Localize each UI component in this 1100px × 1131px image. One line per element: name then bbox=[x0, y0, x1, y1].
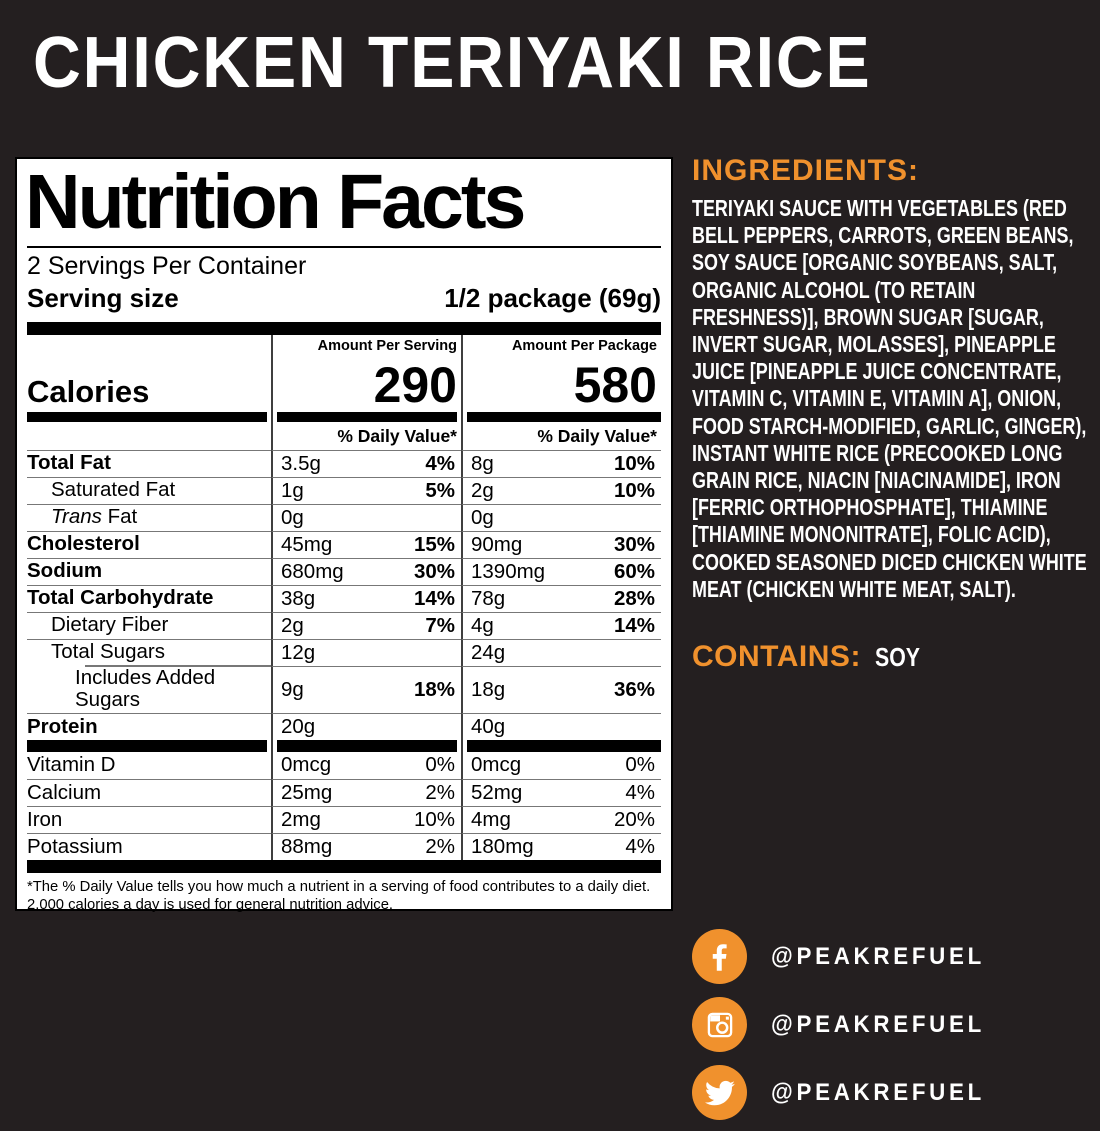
calories-per-package: 580 bbox=[461, 355, 661, 412]
instagram-handle[interactable]: @PEAKREFUEL bbox=[771, 1010, 985, 1038]
social-row-instagram[interactable]: @PEAKREFUEL bbox=[692, 997, 1001, 1052]
facebook-handle[interactable]: @PEAKREFUEL bbox=[771, 942, 985, 970]
ingredients-heading: INGREDIENTS: bbox=[692, 154, 920, 187]
servings-per-container: 2 Servings Per Container bbox=[27, 252, 307, 281]
social-row-facebook[interactable]: @PEAKREFUEL bbox=[692, 929, 1001, 984]
contains-section: CONTAINS: SOY bbox=[692, 640, 930, 674]
vitamin-row-potassium: Potassium 88mg 2% 180mg 4% bbox=[27, 832, 661, 860]
protein-underline-bars bbox=[27, 739, 661, 752]
serving-size-row: Serving size 1/2 package (69g) bbox=[27, 283, 661, 314]
nutrient-row-saturated-fat: Saturated Fat 1g 5% 2g 10% bbox=[27, 476, 661, 504]
vitamin-row-iron: Iron 2mg 10% 4mg 20% bbox=[27, 805, 661, 833]
ingredients-text: TERIYAKI SAUCE WITH VEGETABLES (RED BELL… bbox=[692, 195, 1087, 602]
social-links: @PEAKREFUEL @PEAKREFUEL @PEAKREFUEL bbox=[692, 929, 1001, 1131]
amount-per-package-header: Amount Per Package bbox=[461, 335, 661, 356]
social-row-twitter[interactable]: @PEAKREFUEL bbox=[692, 1065, 1001, 1120]
nutrition-facts-panel: Nutrition Facts 2 Servings Per Container… bbox=[15, 157, 673, 913]
nutrient-row-total-fat: Total Fat 3.5g 4% 8g 10% bbox=[27, 449, 661, 477]
daily-value-header-row: % Daily Value* % Daily Value* bbox=[27, 421, 661, 450]
facebook-icon[interactable] bbox=[692, 929, 747, 984]
nutrient-row-cholesterol: Cholesterol 45mg 15% 90mg 30% bbox=[27, 530, 661, 558]
twitter-icon[interactable] bbox=[692, 1065, 747, 1120]
twitter-handle[interactable]: @PEAKREFUEL bbox=[771, 1078, 985, 1106]
nutrient-row-sodium: Sodium 680mg 30% 1390mg 60% bbox=[27, 557, 661, 585]
instagram-icon[interactable] bbox=[692, 997, 747, 1052]
nutrient-row-trans-fat: Trans Fat 0g 0g bbox=[27, 503, 661, 531]
ingredients-section: INGREDIENTS: TERIYAKI SAUCE WITH VEGETAB… bbox=[692, 156, 1096, 603]
daily-value-header-serving: % Daily Value* bbox=[271, 421, 461, 450]
vitamin-row-vitamin-d: Vitamin D 0mcg 0% 0mcg 0% bbox=[27, 751, 661, 779]
calories-per-serving: 290 bbox=[271, 355, 461, 412]
nutrition-facts-title: Nutrition Facts bbox=[25, 159, 526, 245]
nutrient-row-added-sugars: Includes Added Sugars 9g 18% 18g 36% bbox=[27, 665, 661, 713]
page-title: CHICKEN TERIYAKI RICE bbox=[33, 23, 872, 103]
calories-underline-bars bbox=[27, 411, 661, 422]
contains-value: SOY bbox=[875, 642, 921, 672]
nutrient-row-dietary-fiber: Dietary Fiber 2g 7% 4g 14% bbox=[27, 611, 661, 639]
contains-heading: CONTAINS: bbox=[692, 640, 861, 673]
daily-value-header-package: % Daily Value* bbox=[461, 421, 661, 450]
nutrient-row-protein: Protein 20g 40g bbox=[27, 712, 661, 740]
calories-row: Calories 290 580 bbox=[27, 355, 661, 412]
nutrient-row-total-carbohydrate: Total Carbohydrate 38g 14% 78g 28% bbox=[27, 584, 661, 612]
serving-size-label: Serving size bbox=[27, 283, 179, 314]
divider bbox=[27, 246, 661, 249]
calories-label: Calories bbox=[27, 373, 150, 409]
amount-per-serving-header: Amount Per Serving bbox=[271, 335, 461, 356]
nutrient-row-total-sugars: Total Sugars 12g 24g bbox=[27, 638, 661, 666]
daily-value-footnote: *The % Daily Value tells you how much a … bbox=[27, 878, 651, 913]
column-header-row: Amount Per Serving Amount Per Package bbox=[27, 335, 661, 356]
serving-size-value: 1/2 package (69g) bbox=[444, 283, 661, 314]
thick-bar bbox=[27, 859, 661, 873]
vitamin-row-calcium: Calcium 25mg 2% 52mg 4% bbox=[27, 778, 661, 806]
thick-bar bbox=[27, 322, 661, 336]
